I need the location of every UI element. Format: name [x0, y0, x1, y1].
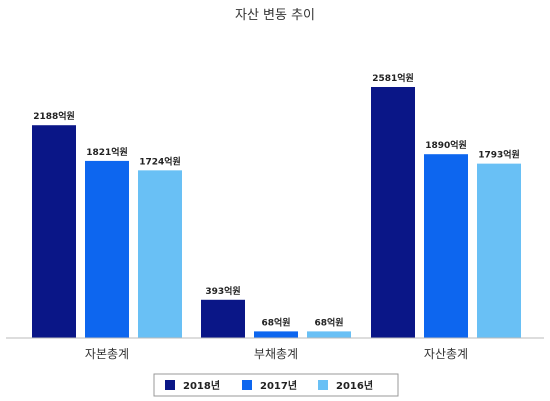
bar-2-series-3[interactable]: [307, 331, 351, 338]
data-label-1-3: 1724억원: [139, 155, 181, 167]
bar-2-series-1[interactable]: [201, 299, 245, 338]
category-label-3: 자산총계: [424, 347, 468, 361]
bar-2-series-2[interactable]: [254, 331, 298, 338]
bar-1-series-2[interactable]: [85, 160, 129, 338]
data-label-3-3: 1793억원: [478, 149, 520, 161]
legend-box: [153, 373, 399, 397]
data-label-3-1: 2581억원: [372, 72, 414, 84]
bar-1-series-1[interactable]: [32, 125, 76, 339]
bar-3-series-1[interactable]: [371, 87, 415, 338]
legend-swatch-3: [318, 380, 328, 390]
data-label-2-2: 68억원: [261, 316, 290, 328]
bar-3-series-2[interactable]: [424, 154, 468, 338]
bar-3-series-3[interactable]: [477, 163, 521, 338]
legend[interactable]: 2018년 2017년 2016년: [153, 373, 399, 397]
data-label-1-2: 1821억원: [86, 146, 128, 158]
chart-title: 자산 변동 추이: [235, 8, 315, 23]
category-label-1: 자본총계: [85, 347, 129, 361]
data-label-2-1: 393억원: [205, 285, 240, 297]
legend-swatch-1: [165, 380, 175, 390]
data-label-2-3: 68억원: [314, 316, 343, 328]
bar-1-series-3[interactable]: [138, 170, 182, 338]
category-labels-group: 자본총계 부채총계 자산총계: [85, 347, 468, 361]
data-label-1-1: 2188억원: [33, 110, 75, 122]
legend-label-3: 2016년: [336, 379, 373, 392]
legend-swatch-2: [242, 380, 252, 390]
legend-label-1: 2018년: [183, 379, 220, 392]
legend-label-2: 2017년: [260, 379, 297, 392]
category-label-2: 부채총계: [254, 347, 298, 361]
data-label-3-2: 1890억원: [425, 139, 467, 151]
bars-group: [32, 87, 521, 339]
data-labels-group: 2188억원 1821억원 1724억원 393억원 68억원 68억원 2581억원 189…: [33, 72, 520, 328]
